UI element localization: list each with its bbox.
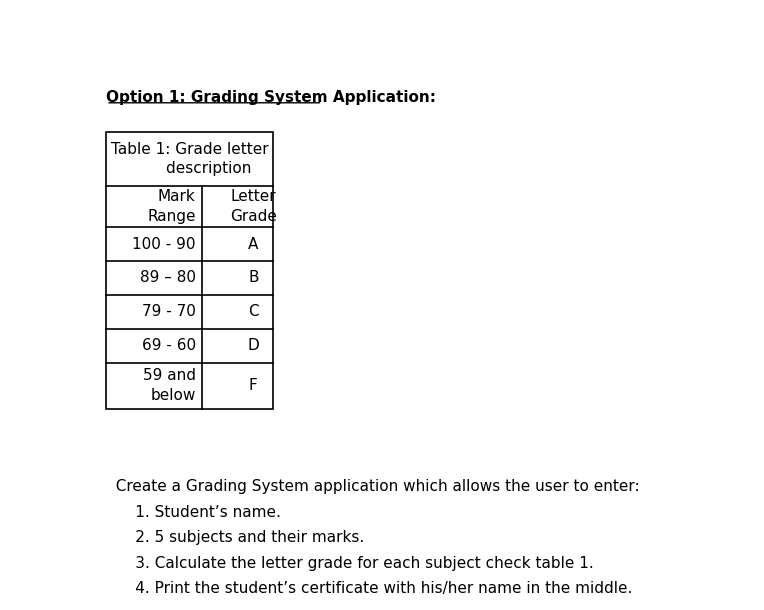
Text: 4. Print the student’s certificate with his/her name in the middle.: 4. Print the student’s certificate with … — [106, 581, 633, 596]
Text: C: C — [248, 304, 258, 319]
Text: Table 1: Grade letter
        description: Table 1: Grade letter description — [111, 142, 268, 176]
Text: Option 1: Grading System Application:: Option 1: Grading System Application: — [106, 90, 436, 105]
Text: 1. Student’s name.: 1. Student’s name. — [106, 505, 281, 520]
Text: 59 and
below: 59 and below — [143, 368, 196, 403]
Text: 2. 5 subjects and their marks.: 2. 5 subjects and their marks. — [106, 530, 364, 545]
Text: 89 – 80: 89 – 80 — [140, 270, 196, 285]
Bar — [106, 132, 274, 409]
Text: A: A — [248, 237, 258, 252]
Text: 3. Calculate the letter grade for each subject check table 1.: 3. Calculate the letter grade for each s… — [106, 556, 594, 570]
Text: Create a Grading System application which allows the user to enter:: Create a Grading System application whic… — [106, 479, 639, 495]
Text: Letter
Grade: Letter Grade — [230, 189, 277, 224]
Text: 69 - 60: 69 - 60 — [141, 338, 196, 353]
Text: D: D — [248, 338, 259, 353]
Text: Mark
Range: Mark Range — [147, 189, 196, 224]
Text: 100 - 90: 100 - 90 — [132, 237, 196, 252]
Text: B: B — [248, 270, 258, 285]
Text: 79 - 70: 79 - 70 — [142, 304, 196, 319]
Text: F: F — [249, 378, 257, 393]
